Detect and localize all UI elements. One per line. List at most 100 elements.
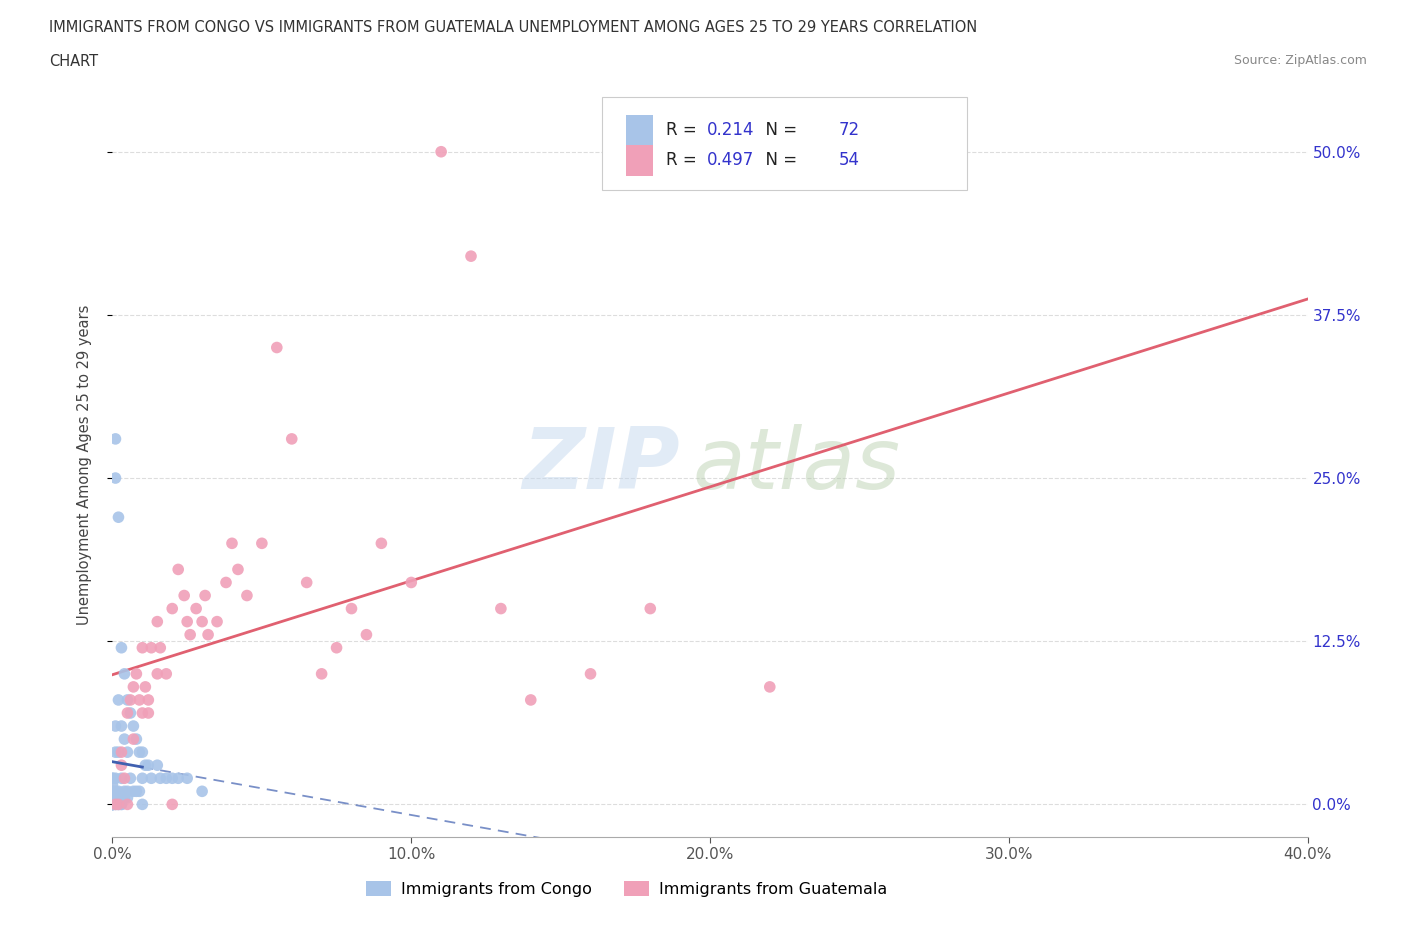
Point bbox=[107, 784, 129, 799]
Point bbox=[114, 667, 135, 682]
Point bbox=[101, 797, 124, 812]
Point bbox=[104, 745, 127, 760]
Point bbox=[101, 771, 124, 786]
Point bbox=[117, 706, 139, 721]
Point bbox=[134, 680, 156, 695]
Point bbox=[281, 432, 304, 446]
Point bbox=[117, 797, 139, 812]
FancyBboxPatch shape bbox=[603, 97, 967, 190]
Text: 54: 54 bbox=[839, 152, 860, 169]
Point bbox=[131, 745, 153, 760]
Point bbox=[236, 588, 259, 603]
Point bbox=[114, 771, 135, 786]
Point bbox=[101, 790, 124, 805]
Point bbox=[101, 797, 124, 812]
Point bbox=[356, 627, 378, 642]
Point bbox=[131, 771, 153, 786]
Point bbox=[110, 640, 132, 655]
Point bbox=[167, 562, 190, 577]
Point bbox=[114, 784, 135, 799]
Point bbox=[101, 784, 124, 799]
Point bbox=[215, 575, 238, 590]
Point bbox=[101, 797, 124, 812]
Text: 0.214: 0.214 bbox=[706, 122, 754, 140]
Point bbox=[226, 562, 249, 577]
Point bbox=[640, 601, 662, 616]
Point bbox=[186, 601, 208, 616]
Point bbox=[122, 732, 145, 747]
Point bbox=[101, 797, 124, 812]
Point bbox=[101, 784, 124, 799]
Point bbox=[101, 797, 124, 812]
Point bbox=[197, 627, 219, 642]
Point bbox=[104, 432, 127, 446]
Point bbox=[125, 732, 148, 747]
Point bbox=[122, 680, 145, 695]
Point bbox=[120, 706, 142, 721]
Point bbox=[167, 771, 190, 786]
Point bbox=[138, 706, 160, 721]
Point bbox=[250, 536, 273, 551]
FancyBboxPatch shape bbox=[627, 145, 652, 176]
Point bbox=[430, 144, 453, 159]
Point bbox=[176, 771, 198, 786]
Point bbox=[191, 614, 214, 629]
Point bbox=[120, 693, 142, 708]
Point bbox=[110, 758, 132, 773]
Point bbox=[101, 797, 124, 812]
Point bbox=[266, 340, 288, 355]
Point bbox=[110, 797, 132, 812]
Point bbox=[104, 790, 127, 805]
Text: ZIP: ZIP bbox=[523, 423, 681, 507]
Y-axis label: Unemployment Among Ages 25 to 29 years: Unemployment Among Ages 25 to 29 years bbox=[77, 305, 91, 625]
Text: IMMIGRANTS FROM CONGO VS IMMIGRANTS FROM GUATEMALA UNEMPLOYMENT AMONG AGES 25 TO: IMMIGRANTS FROM CONGO VS IMMIGRANTS FROM… bbox=[49, 20, 977, 35]
Point bbox=[104, 771, 127, 786]
Text: 72: 72 bbox=[839, 122, 860, 140]
Point bbox=[114, 732, 135, 747]
Point bbox=[104, 790, 127, 805]
Point bbox=[162, 601, 183, 616]
Point bbox=[173, 588, 195, 603]
Point bbox=[134, 758, 156, 773]
Point bbox=[149, 771, 172, 786]
Text: R =: R = bbox=[666, 152, 702, 169]
Point bbox=[101, 797, 124, 812]
Point bbox=[311, 667, 333, 682]
Point bbox=[104, 471, 127, 485]
Point bbox=[101, 790, 124, 805]
Point bbox=[141, 771, 163, 786]
Point bbox=[138, 758, 160, 773]
Point bbox=[128, 745, 150, 760]
Point bbox=[340, 601, 363, 616]
Point bbox=[131, 640, 153, 655]
Text: CHART: CHART bbox=[49, 54, 98, 69]
Point bbox=[104, 797, 127, 812]
Point bbox=[117, 784, 139, 799]
Text: 0.497: 0.497 bbox=[706, 152, 754, 169]
Point bbox=[120, 771, 142, 786]
Point bbox=[107, 790, 129, 805]
Point bbox=[117, 693, 139, 708]
FancyBboxPatch shape bbox=[627, 114, 652, 146]
Point bbox=[401, 575, 423, 590]
Point bbox=[191, 784, 214, 799]
Point bbox=[104, 797, 127, 812]
Point bbox=[370, 536, 392, 551]
Point bbox=[110, 745, 132, 760]
Point bbox=[162, 771, 183, 786]
Point bbox=[107, 797, 129, 812]
Text: atlas: atlas bbox=[692, 423, 900, 507]
Point bbox=[489, 601, 512, 616]
Point bbox=[101, 777, 124, 792]
Point bbox=[131, 797, 153, 812]
Point bbox=[125, 784, 148, 799]
Text: N =: N = bbox=[755, 122, 803, 140]
Point bbox=[110, 797, 132, 812]
Point bbox=[460, 248, 482, 263]
Point bbox=[155, 667, 177, 682]
Point bbox=[122, 719, 145, 734]
Point bbox=[107, 510, 129, 525]
Point bbox=[110, 771, 132, 786]
Point bbox=[104, 719, 127, 734]
Point bbox=[101, 797, 124, 812]
